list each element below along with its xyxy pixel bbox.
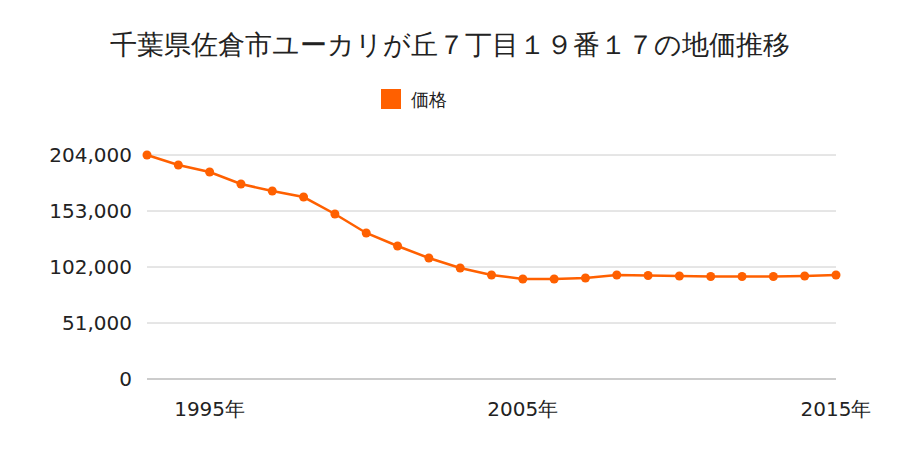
marker: [236, 179, 245, 188]
marker: [424, 253, 433, 262]
grid-line: [147, 379, 836, 380]
marker: [644, 271, 653, 280]
x-tick-label: 2005年: [487, 397, 558, 421]
grid-line: [147, 267, 836, 268]
marker: [738, 272, 747, 281]
grid-line: [147, 211, 836, 212]
marker: [675, 272, 684, 281]
y-tick-label: 102,000: [49, 255, 132, 279]
marker: [550, 274, 559, 283]
marker: [362, 228, 371, 237]
line: [147, 155, 836, 279]
legend-swatch: [381, 89, 401, 109]
marker: [205, 168, 214, 177]
marker: [581, 273, 590, 282]
x-tick-label: 2015年: [801, 397, 872, 421]
x-tick-label: 1995年: [174, 397, 245, 421]
marker: [518, 274, 527, 283]
marker: [393, 242, 402, 251]
y-tick-label: 153,000: [49, 199, 132, 223]
marker: [832, 271, 841, 280]
marker: [487, 271, 496, 280]
y-tick-label: 204,000: [49, 143, 132, 167]
marker: [268, 187, 277, 196]
marker: [706, 272, 715, 281]
chart: 千葉県佐倉市ユーカリが丘７丁目１９番１７の地価推移価格 0 51,000 102,00…: [0, 0, 900, 450]
y-tick-label: 51,000: [62, 311, 132, 335]
y-tick-label: 0: [119, 367, 132, 391]
title: 千葉県佐倉市ユーカリが丘７丁目１９番１７の地価推移: [110, 29, 790, 60]
marker: [769, 272, 778, 281]
plot: [143, 151, 841, 284]
marker: [143, 151, 152, 160]
marker: [456, 263, 465, 272]
marker: [800, 272, 809, 281]
grid-line: [147, 155, 836, 156]
marker: [299, 193, 308, 202]
legend-label: 価格: [411, 89, 447, 110]
marker: [330, 209, 339, 218]
marker: [612, 271, 621, 280]
marker: [174, 160, 183, 169]
grid-line: [147, 323, 836, 324]
